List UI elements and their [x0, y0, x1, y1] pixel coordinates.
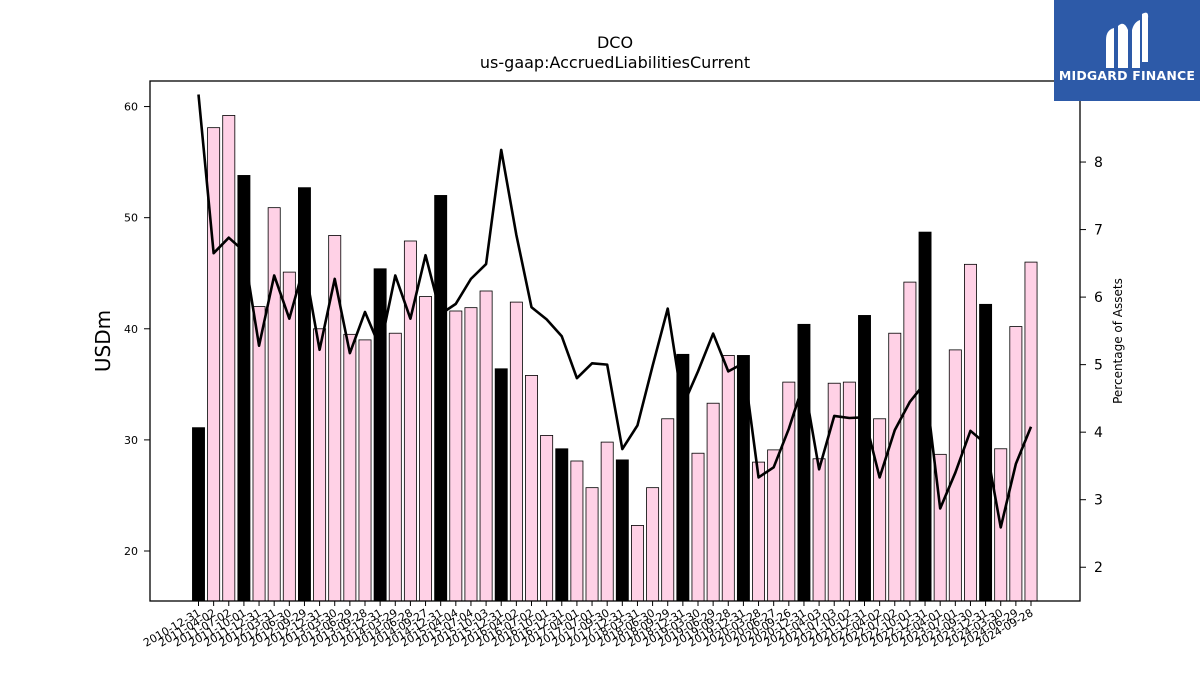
y-axis-left: 20 30 40 50 60 [124, 101, 150, 558]
bar [752, 461, 765, 602]
bar [388, 332, 402, 602]
y-axis-label: USDm [91, 310, 115, 372]
bar [479, 290, 493, 602]
bar [706, 402, 720, 602]
bar [525, 375, 538, 602]
bar [419, 296, 432, 602]
bar [282, 271, 296, 602]
bar [237, 175, 251, 602]
y-tick-label: 60 [124, 101, 138, 114]
bar [615, 459, 629, 602]
y2-tick-label: 5 [1094, 358, 1103, 374]
bar [676, 353, 690, 602]
bar [403, 240, 417, 602]
bar [343, 333, 357, 602]
bar [449, 310, 463, 602]
bar [267, 207, 281, 602]
logo-mark-icon [1106, 12, 1149, 68]
bar [812, 458, 826, 602]
bar [646, 487, 660, 602]
y-axis-right: 23456789 [1080, 88, 1103, 576]
bar [373, 268, 387, 602]
y2-tick-label: 2 [1094, 560, 1103, 576]
bar [1024, 261, 1038, 602]
y2-tick-label: 3 [1094, 493, 1103, 509]
bar [600, 441, 614, 602]
bar [434, 195, 448, 602]
y-tick-label: 30 [124, 434, 138, 447]
bar-group [192, 115, 1038, 602]
bar [661, 418, 675, 602]
y-tick-label: 50 [124, 212, 138, 225]
bar [842, 381, 856, 602]
brand-logo-text: MIDGARD FINANCE [1058, 68, 1196, 83]
bar [585, 487, 599, 602]
bar [555, 448, 569, 602]
bar [691, 452, 705, 602]
bar [509, 301, 523, 602]
bar [540, 435, 554, 602]
bar [297, 187, 311, 602]
plot-frame [149, 80, 1081, 602]
bar [767, 449, 781, 602]
bar [888, 332, 902, 602]
bar [494, 368, 508, 602]
y2-tick-label: 6 [1094, 290, 1103, 306]
bar [979, 303, 993, 602]
bar [464, 307, 478, 602]
bar [252, 306, 266, 602]
bar [328, 235, 342, 602]
bar [873, 418, 887, 602]
chart-title: DCO [597, 33, 633, 52]
percentage-line [197, 94, 1033, 529]
bar [721, 355, 735, 602]
bar [192, 427, 205, 602]
line-group [197, 94, 1033, 529]
bar [570, 460, 584, 602]
bar [903, 281, 917, 602]
y-tick-label: 40 [124, 323, 138, 336]
bar [222, 115, 236, 602]
bar [858, 315, 871, 602]
y2-axis-label: Percentage of Assets [1111, 278, 1125, 404]
y2-tick-label: 7 [1094, 223, 1103, 239]
y2-tick-label: 8 [1094, 155, 1103, 171]
y2-tick-label: 4 [1094, 425, 1103, 441]
bar [631, 525, 644, 602]
chart-subtitle: us-gaap:AccruedLiabilitiesCurrent [480, 53, 750, 72]
brand-logo: MIDGARD FINANCE [1054, 0, 1200, 101]
bar [797, 323, 811, 602]
bar [358, 339, 372, 602]
y-tick-label: 20 [124, 545, 138, 558]
x-axis: 2010-12-312011-04-022011-07-022011-10-01… [141, 601, 1036, 650]
bar [313, 328, 327, 602]
